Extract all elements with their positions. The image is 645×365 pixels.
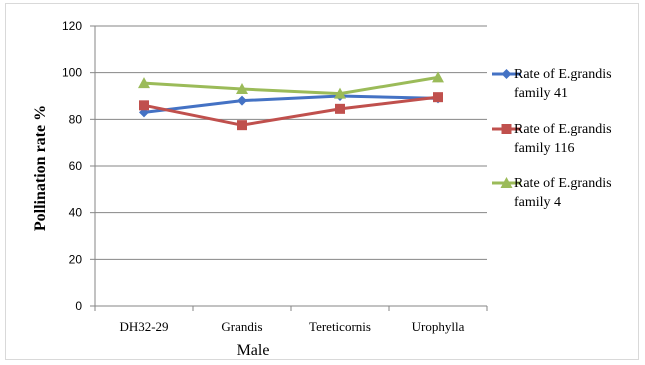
series-line: [143, 94, 439, 114]
series: [139, 92, 443, 131]
data-point: [433, 92, 443, 103]
y-tick-label: 20: [69, 252, 83, 266]
gridlines: [95, 25, 487, 260]
legend-item: Rate of E.grandis family 41: [492, 67, 612, 101]
legend-marker: [500, 177, 513, 188]
axes: [90, 25, 488, 311]
y-tick-label: 120: [62, 19, 82, 33]
y-tick-label: 40: [69, 206, 83, 220]
y-tick-label: 60: [69, 159, 83, 173]
data-point: [139, 100, 149, 111]
x-axis-title: Male: [237, 342, 270, 359]
series-group: [138, 71, 444, 131]
data-point: [432, 71, 444, 83]
y-tick-label: 80: [69, 112, 83, 126]
chart-frame: [5, 3, 639, 360]
legend-marker: [501, 124, 512, 134]
data-point: [237, 95, 247, 106]
data-point: [236, 83, 248, 94]
x-tick-labels: DH32-29 Grandis Tereticornis Urophylla: [119, 319, 464, 334]
data-point: [237, 120, 247, 131]
x-tick-label: Tereticornis: [309, 319, 371, 334]
y-axis-title: Pollination rate %: [32, 105, 49, 231]
legend-label: Rate of E.grandis: [514, 122, 612, 137]
x-tick-label: Urophylla: [412, 319, 465, 334]
data-point: [334, 87, 346, 99]
legend-marker: [501, 69, 512, 79]
legend-label: Rate of E.grandis: [514, 176, 612, 191]
y-tick-label: 0: [75, 299, 82, 313]
series-line: [143, 95, 439, 127]
legend-label: Rate of E.grandis: [514, 67, 612, 82]
x-tick-label: Grandis: [221, 319, 262, 334]
series-line: [143, 75, 439, 96]
legend-item: Rate of E.grandis family 116: [492, 122, 612, 156]
data-point: [138, 77, 150, 89]
legend-item: Rate of E.grandis family 4: [492, 176, 612, 210]
legend-label: family 4: [514, 195, 561, 210]
legend-label: family 116: [514, 141, 575, 156]
x-tick-label: DH32-29: [119, 319, 168, 334]
y-tick-labels: 0 20 40 60 80 100 120: [62, 19, 82, 313]
series: [138, 71, 444, 99]
data-point: [335, 103, 345, 114]
y-tick-label: 100: [62, 66, 82, 80]
legend-label: family 41: [514, 86, 568, 101]
